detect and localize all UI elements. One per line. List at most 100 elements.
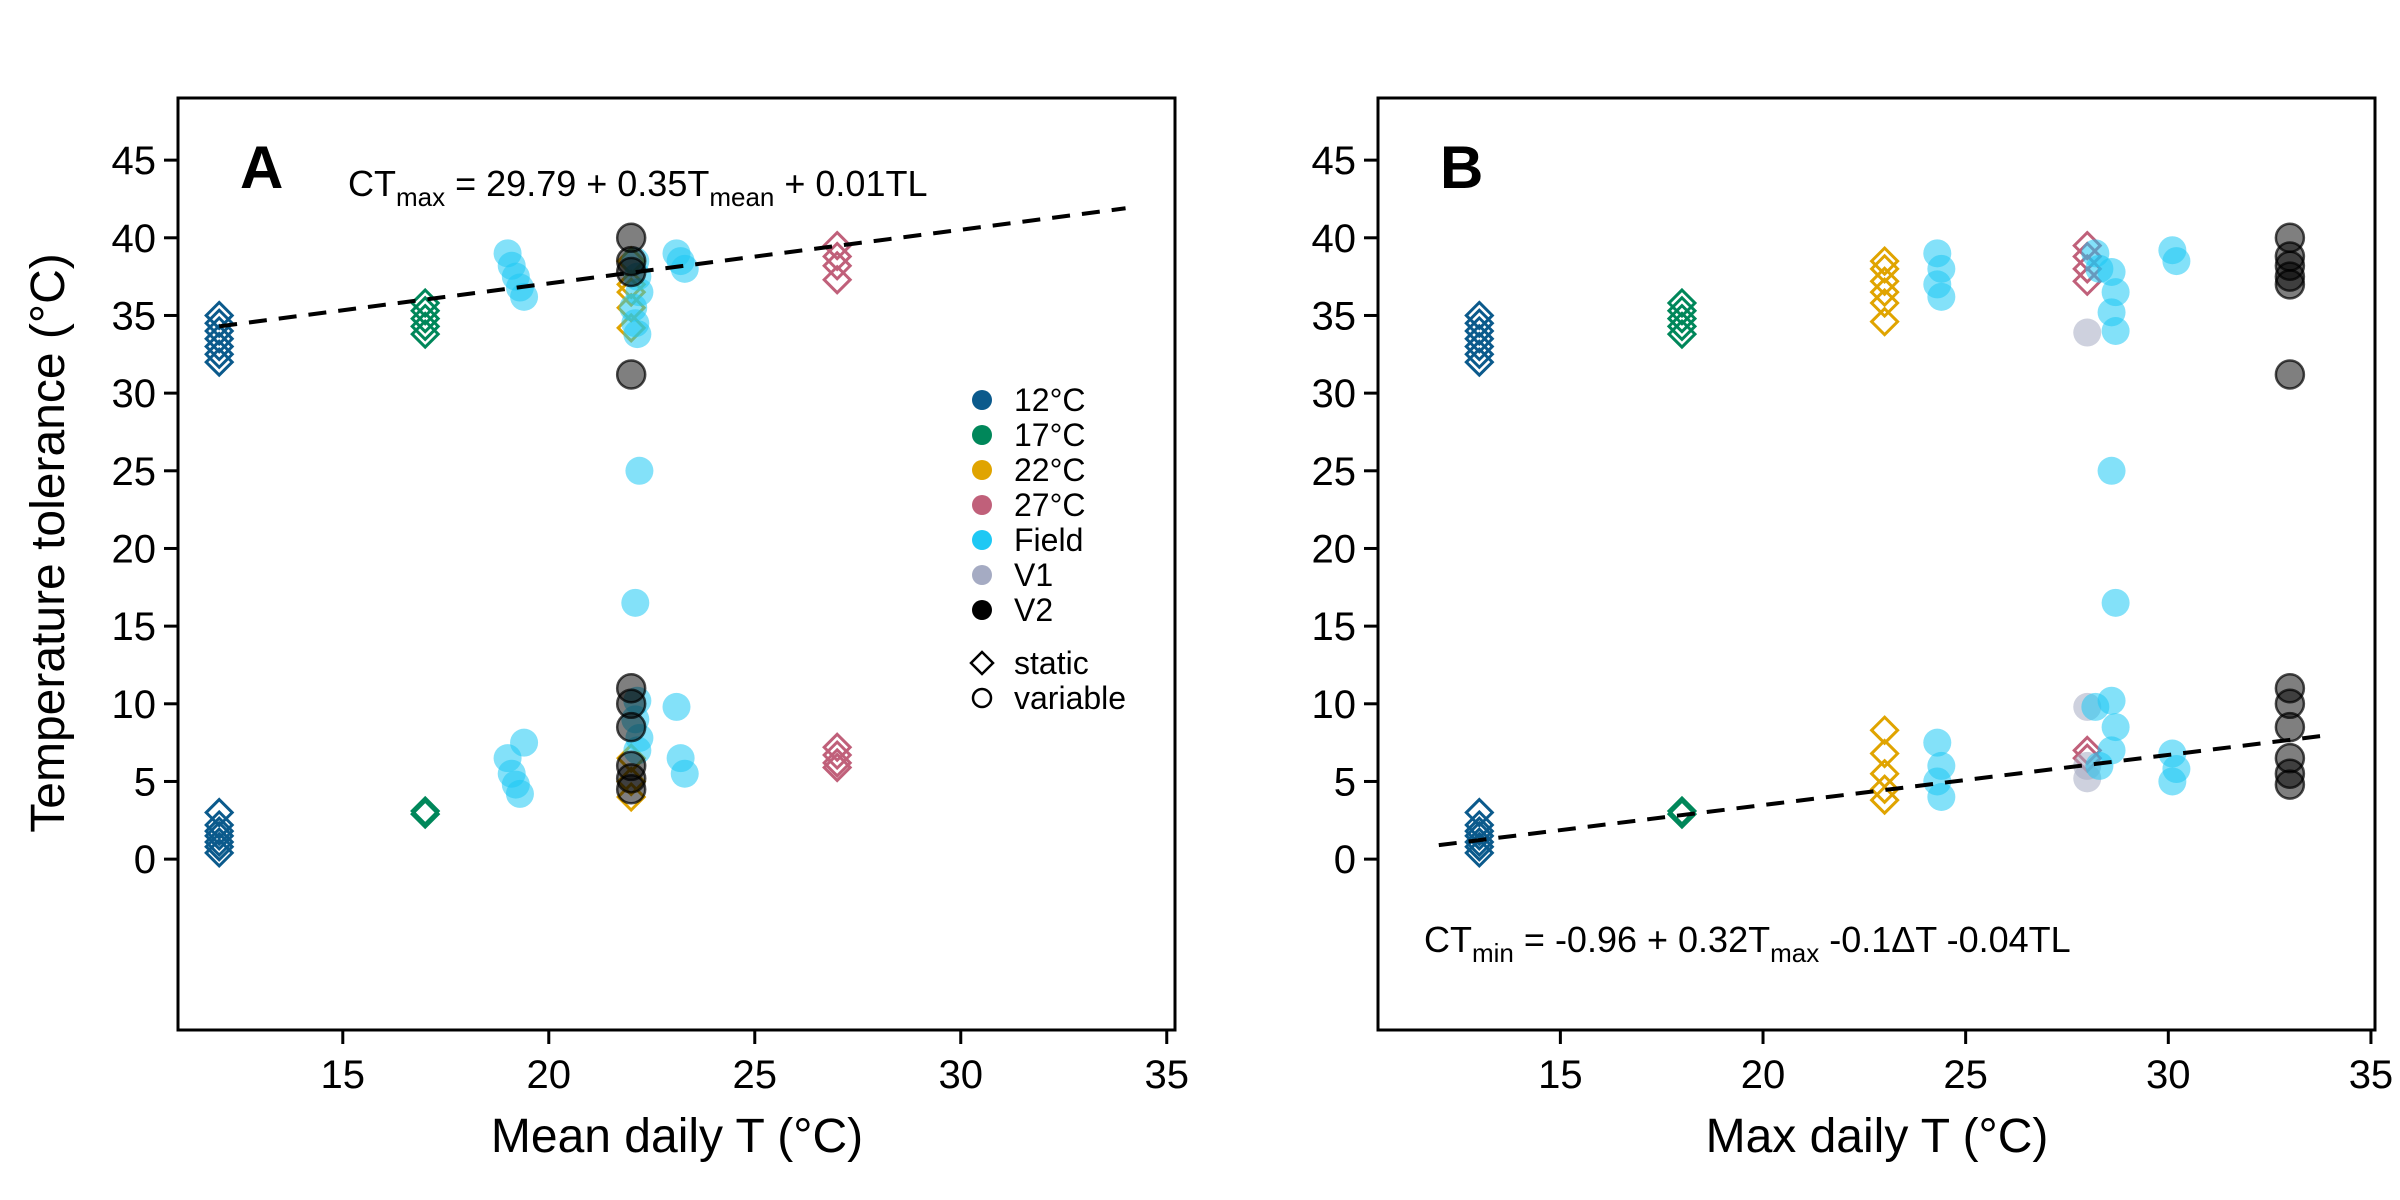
12c-point <box>1464 837 1495 869</box>
x-tick-label: 35 <box>2349 1053 2394 1097</box>
22c-point <box>1869 253 1900 284</box>
x-tick-label: 30 <box>2146 1053 2191 1097</box>
legend-12c-swatch <box>972 390 992 410</box>
27c-point <box>822 752 853 783</box>
27c-point <box>822 747 853 778</box>
12c-point <box>1464 346 1495 378</box>
panel-b-x-axis: 15 20 25 30 35 <box>1538 1030 2393 1097</box>
17c-point <box>410 795 441 827</box>
v2-point <box>2274 769 2306 800</box>
17c-point <box>1666 295 1698 326</box>
panel-a-x-axis: 15 20 25 30 35 <box>321 1030 1189 1097</box>
legend-static-label: static <box>1014 645 1089 681</box>
y-tick-label: 10 <box>112 683 157 727</box>
22c-point <box>1869 266 1900 297</box>
12c-point <box>204 837 235 869</box>
y-tick-label: 20 <box>112 527 157 571</box>
field-point <box>2101 317 2130 345</box>
x-tick-label: 25 <box>1943 1053 1988 1097</box>
22c-point <box>1869 774 1900 805</box>
panel-a-eq-rhs: 29.79 + 0.35T <box>486 163 709 204</box>
panel-b-eq-lhs-sub: min <box>1472 938 1514 968</box>
legend-variable-swatch <box>971 687 993 709</box>
panel-b-eq-tail: -0.1ΔT -0.04TL <box>1819 919 2071 960</box>
legend-22c-swatch <box>972 460 992 480</box>
12c-point <box>204 331 235 362</box>
field-point <box>2097 736 2126 765</box>
legend-17c-label: 17°C <box>1014 417 1086 453</box>
27c-point <box>822 241 853 272</box>
panel-a-y-axis: 0 5 10 15 20 25 30 35 40 45 <box>112 139 178 882</box>
panel-a-frame <box>176 96 1177 1032</box>
y-tick-label: 40 <box>112 217 157 261</box>
12c-point <box>204 820 235 851</box>
17c-point <box>410 311 441 342</box>
12c-point <box>1464 331 1495 362</box>
17c-point <box>410 295 441 326</box>
legend-v1-label: V1 <box>1014 557 1053 593</box>
12c-point <box>1464 816 1495 847</box>
field-point <box>1927 783 1956 811</box>
y-tick-label: 40 <box>1312 217 1357 261</box>
x-tick-label: 30 <box>939 1053 984 1097</box>
y-tick-label: 35 <box>1312 294 1357 338</box>
17c-point <box>1666 311 1698 342</box>
y-tick-label: 45 <box>112 139 157 183</box>
field-point <box>2097 456 2126 485</box>
17c-point <box>410 303 441 334</box>
27c-point <box>822 732 853 763</box>
v2-point <box>615 711 647 743</box>
12c-point <box>1464 826 1495 858</box>
12c-point <box>1464 797 1495 828</box>
panel-b-frame <box>1376 96 2377 1032</box>
v2-point <box>615 359 647 390</box>
panel-a-points <box>204 222 853 869</box>
panel-a: 15 20 25 30 35 0 5 10 15 20 25 30 35 40 45 A CTmax = … <box>22 96 1189 1163</box>
panel-b: 15 20 25 30 35 0 5 10 15 20 25 30 35 40 45 B CTmin = … <box>1312 96 2393 1163</box>
22c-point <box>1869 738 1900 769</box>
x-tick-label: 15 <box>321 1053 366 1097</box>
12c-point <box>1464 315 1495 347</box>
12c-point <box>204 816 235 847</box>
y-tick-label: 25 <box>1312 450 1357 494</box>
v2-point <box>2274 359 2306 390</box>
field-point <box>623 320 652 349</box>
17c-point <box>1666 798 1698 830</box>
y-tick-label: 0 <box>1334 838 1356 882</box>
field-point <box>2162 247 2191 276</box>
12c-point <box>204 308 235 339</box>
17c-point <box>410 318 441 350</box>
22c-point <box>1869 715 1900 746</box>
y-tick-label: 30 <box>1312 372 1357 416</box>
panel-b-y-axis: 0 5 10 15 20 25 30 35 40 45 <box>1312 139 1378 882</box>
field-point <box>625 456 654 485</box>
legend-12c-label: 12°C <box>1014 382 1086 418</box>
12c-point <box>204 826 235 858</box>
legend-static-swatch <box>969 650 995 676</box>
field-point <box>662 692 691 721</box>
panel-a-equation: CTmax = 29.79 + 0.35Tmean + 0.01TL <box>348 163 927 212</box>
v2-point <box>2274 711 2306 743</box>
legend-27c-label: 27°C <box>1014 487 1086 523</box>
field-point <box>510 282 539 311</box>
17c-point <box>1666 303 1698 334</box>
panel-b-trendline <box>1438 732 2331 848</box>
22c-point <box>1869 287 1900 319</box>
field-point <box>2101 588 2130 617</box>
12c-point <box>1464 820 1495 851</box>
field-point <box>1923 728 1952 757</box>
panel-b-points <box>1464 222 2306 869</box>
12c-point <box>204 339 235 370</box>
22c-point <box>1869 784 1900 816</box>
y-tick-label: 5 <box>134 760 156 804</box>
y-tick-label: 10 <box>1312 683 1357 727</box>
22c-point <box>1869 306 1900 337</box>
panel-b-x-label: Max daily T (°C) <box>1706 1110 2049 1163</box>
27c-point <box>822 250 853 281</box>
legend-field-label: Field <box>1014 522 1083 558</box>
legend-field-swatch <box>972 530 992 550</box>
panel-b-eq-lhs: CT <box>1424 919 1472 960</box>
v2-point <box>615 773 647 805</box>
y-tick-label: 20 <box>1312 527 1357 571</box>
